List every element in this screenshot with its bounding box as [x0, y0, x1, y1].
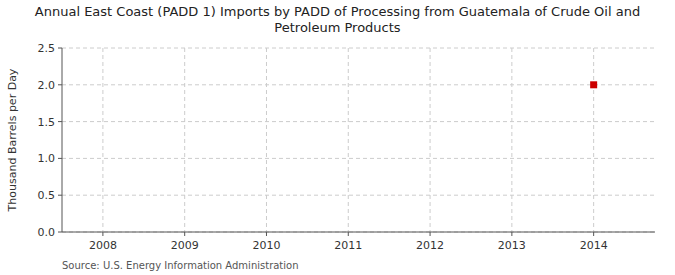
- grid: [62, 48, 655, 232]
- x-tick-label: 2014: [580, 239, 608, 252]
- grid-line-y: [62, 232, 655, 233]
- grid-line-y: [62, 158, 655, 159]
- x-tick-label: 2012: [416, 239, 444, 252]
- y-tick: [58, 158, 62, 159]
- grid-line-y: [62, 48, 655, 49]
- grid-line-x: [266, 48, 267, 232]
- chart-svg: Annual East Coast (PADD 1) Imports by PA…: [0, 0, 675, 275]
- x-tick-label: 2010: [252, 239, 280, 252]
- y-tick: [58, 84, 62, 85]
- y-tick-label: 2.5: [38, 42, 56, 55]
- y-tick: [58, 48, 62, 49]
- title: Annual East Coast (PADD 1) Imports by PA…: [35, 4, 640, 35]
- x-tick: [430, 232, 431, 236]
- x-tick: [511, 232, 512, 236]
- y-tick-label: 0.0: [38, 226, 56, 239]
- y-tick: [58, 121, 62, 122]
- x-tick: [266, 232, 267, 236]
- grid-line-y: [62, 195, 655, 196]
- x-tick: [102, 232, 103, 236]
- grid-line-x: [102, 48, 103, 232]
- x-axis-line: [62, 232, 655, 233]
- marks: [590, 81, 597, 88]
- x-tick-label: 2013: [498, 239, 526, 252]
- y-tick-label: 2.0: [38, 79, 56, 92]
- grid-line-x: [593, 48, 594, 232]
- y-tick-label: 0.5: [38, 189, 56, 202]
- grid-line-y: [62, 121, 655, 122]
- x-tick: [593, 232, 594, 236]
- grid-line-x: [430, 48, 431, 232]
- y-tick-label: 1.0: [38, 152, 56, 165]
- chart-container: Annual East Coast (PADD 1) Imports by PA…: [0, 0, 675, 275]
- grid-line-x: [348, 48, 349, 232]
- grid-line-x: [184, 48, 185, 232]
- title-line: Annual East Coast (PADD 1) Imports by PA…: [35, 4, 640, 19]
- grid-line-y: [62, 84, 655, 85]
- x-tick-label: 2008: [89, 239, 117, 252]
- y-tick-label: 1.5: [38, 116, 56, 129]
- point: [590, 81, 597, 88]
- title-line: Petroleum Products: [274, 20, 400, 35]
- y-axis-line: [62, 48, 63, 232]
- x-tick: [348, 232, 349, 236]
- source-note: Source: U.S. Energy Information Administ…: [62, 260, 299, 271]
- y-axis-label: Thousand Barrels per Day: [6, 68, 19, 212]
- grid-line-x: [511, 48, 512, 232]
- x-tick-label: 2009: [171, 239, 199, 252]
- y-tick: [58, 195, 62, 196]
- x-tick-label: 2011: [334, 239, 362, 252]
- x-tick: [184, 232, 185, 236]
- y-tick: [58, 232, 62, 233]
